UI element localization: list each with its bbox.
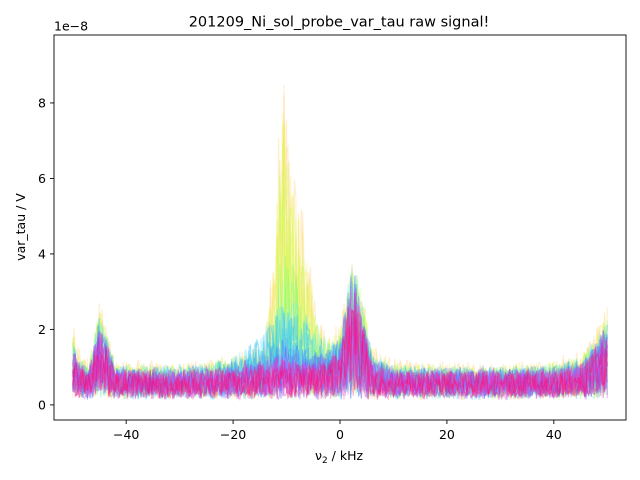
series-band [72, 292, 608, 401]
series-trace [72, 289, 608, 400]
chart-title: 201209_Ni_sol_probe_var_tau raw signal! [189, 15, 490, 31]
series-trace [72, 287, 608, 400]
series-trace [72, 142, 608, 401]
series-band [72, 266, 608, 400]
series-band [72, 255, 608, 401]
series-trace [72, 163, 608, 400]
series-trace [72, 292, 608, 400]
y-tick-label: 6 [38, 171, 46, 186]
series-trace [72, 276, 608, 400]
x-tick-label: 40 [546, 427, 562, 442]
series-trace [72, 273, 608, 400]
series-trace [72, 292, 608, 400]
y-axis-label: var_tau / V [13, 193, 28, 261]
series-trace [72, 320, 608, 400]
x-tick-label: −40 [113, 427, 139, 442]
series-trace [72, 305, 608, 401]
y-axis-ticks: 0 2 4 6 8 [38, 95, 54, 412]
x-axis-ticks: −40 −20 0 20 40 [113, 420, 562, 442]
x-tick-label: 0 [336, 427, 344, 442]
series-trace [72, 124, 608, 400]
x-axis-label-unit: / kHz [328, 448, 364, 463]
x-axis-label-symbol: ν [315, 448, 322, 463]
series-trace [72, 170, 608, 400]
series-band [72, 276, 608, 401]
series-trace [72, 308, 608, 400]
x-axis-label: ν2 / kHz [315, 448, 364, 466]
series-trace [72, 317, 608, 400]
series-band [72, 85, 608, 400]
series-trace [72, 85, 608, 400]
series-trace [72, 298, 608, 401]
series-trace [72, 119, 608, 400]
x-tick-label: 20 [439, 427, 455, 442]
series-band [72, 285, 608, 400]
series-trace [72, 122, 608, 401]
series-trace [72, 293, 608, 400]
series-trace [72, 306, 608, 401]
series-trace [72, 275, 608, 399]
series-trace [72, 113, 608, 400]
series-band [72, 275, 608, 401]
series-trace [72, 266, 608, 400]
plot-area [72, 85, 608, 401]
series-trace [72, 283, 608, 401]
y-tick-label: 2 [38, 322, 46, 337]
axes-frame [53, 34, 627, 421]
series-trace [72, 292, 608, 401]
series-trace [72, 255, 608, 399]
x-tick-label: −20 [220, 427, 246, 442]
series-band [72, 292, 608, 401]
x-axis-label-subscript: 2 [322, 456, 328, 466]
y-offset-text: 1e−8 [54, 19, 88, 34]
y-tick-label: 8 [38, 95, 46, 110]
y-tick-label: 4 [38, 246, 46, 261]
series-trace [72, 262, 608, 401]
series-trace [72, 274, 608, 401]
series-trace [72, 296, 608, 400]
series-trace [72, 285, 608, 400]
series-band [72, 274, 608, 401]
y-tick-label: 0 [38, 397, 46, 412]
series-band [72, 142, 608, 401]
series-trace [72, 284, 608, 401]
series-trace [72, 94, 608, 400]
series-band [72, 113, 608, 401]
series-trace [72, 281, 608, 400]
